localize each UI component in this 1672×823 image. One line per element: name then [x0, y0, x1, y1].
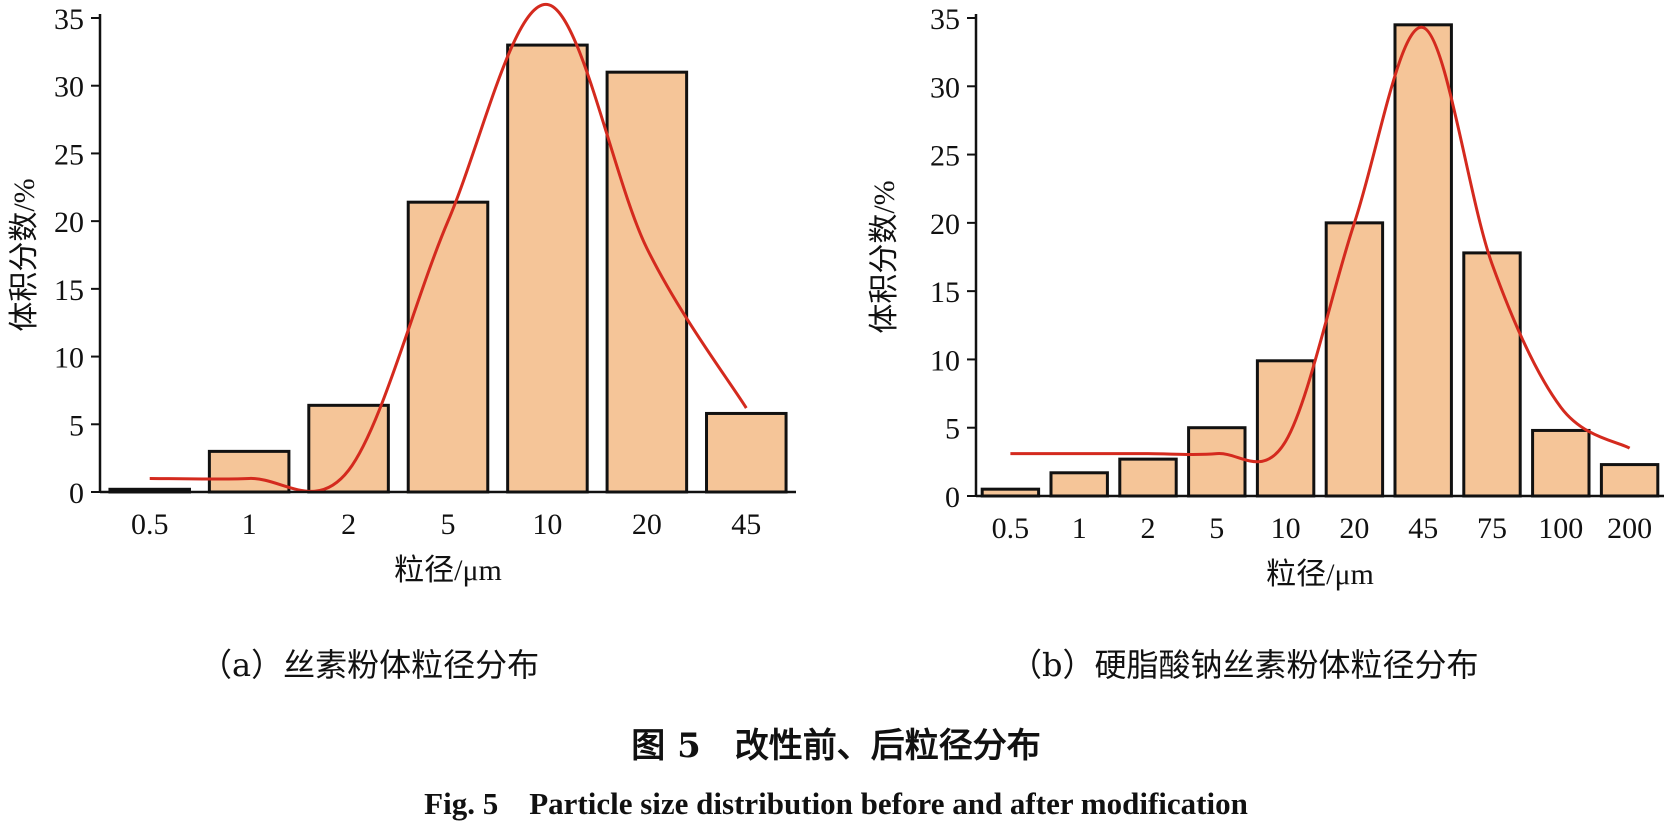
chart-a-y-tick-label-5: 5: [69, 409, 84, 442]
chart-b-bar-20: [1324, 221, 1385, 498]
chart-a-bar-5: [406, 200, 490, 494]
chart-b-y-tick-label-20: 20: [930, 208, 960, 241]
chart-a-bar-20: [605, 70, 689, 494]
chart-a-x-tick-label-2: 2: [341, 508, 356, 541]
chart-b-fit-curve: [1010, 26, 1631, 464]
chart-a-x-tick-label-10: 10: [532, 508, 562, 541]
chart-a-bar-10: [506, 43, 589, 494]
chart-a-y-tick-label-30: 30: [54, 71, 84, 104]
chart-a-y-axis-label: 体积分数/%: [8, 178, 41, 331]
chart-b-y-tick-label-0: 0: [945, 481, 960, 514]
chart-b-x-tick-label-2: 2: [1141, 512, 1156, 545]
chart-b-x-tick-label-0.5: 0.5: [992, 512, 1030, 545]
chart-a-y-tick-label-15: 15: [54, 274, 84, 307]
chart-b-bar-200: [1599, 463, 1660, 498]
chart-a-x-tick-label-5: 5: [441, 508, 456, 541]
chart-a: 0 5 10 15 20 25 30 35 0.5 1 2 5 10 20 45 粒径/μm 体积分数/%: [0, 0, 820, 600]
chart-b-bar-100: [1531, 428, 1591, 498]
figure-title-chinese: 图 5 改性前、后粒径分布: [631, 726, 1041, 766]
chart-b-x-tick-label-5: 5: [1209, 512, 1224, 545]
chart-b-y-tick-label-25: 25: [930, 140, 960, 173]
chart-a-bar-1: [207, 449, 291, 494]
chart-a-caption: （a）丝素粉体粒径分布: [200, 646, 540, 684]
chart-b: 0 5 10 15 20 25 30 35 0.5 1 2 5 10 20 45 75 100 200 粒径/μm 体…: [860, 0, 1672, 600]
chart-a-x-tick-label-0.5: 0.5: [131, 508, 169, 541]
chart-a-y-tick-label-20: 20: [54, 206, 84, 239]
chart-b-y-tick-label-15: 15: [930, 276, 960, 309]
chart-b-x-tick-label-200: 200: [1607, 512, 1652, 545]
chart-a-bar-45: [705, 411, 788, 494]
chart-a-y-tick-label-35: 35: [54, 3, 84, 36]
chart-a-y-tick-label-25: 25: [54, 138, 84, 171]
chart-b-bar-2: [1118, 457, 1178, 498]
chart-a-x-tick-label-20: 20: [632, 508, 662, 541]
chart-a-fit-curve: [149, 2, 748, 493]
chart-b-bar-75: [1462, 251, 1522, 498]
chart-b-x-tick-label-10: 10: [1271, 512, 1301, 545]
chart-a-x-axis-label: 粒径/μm: [394, 554, 502, 587]
figure-title-english: Fig. 5 Particle size distribution before…: [424, 786, 1248, 821]
chart-a-y-tick-label-0: 0: [69, 477, 84, 510]
chart-b-y-tick-label-30: 30: [930, 71, 960, 104]
chart-b-y-tick-label-5: 5: [945, 413, 960, 446]
chart-b-y-tick-label-10: 10: [930, 344, 960, 377]
chart-b-x-axis-label: 粒径/μm: [1266, 558, 1374, 591]
chart-b-bar-45: [1393, 23, 1453, 498]
chart-b-bar-1: [1049, 471, 1109, 498]
chart-b-y-tick-label-35: 35: [930, 3, 960, 36]
chart-b-x-tick-label-20: 20: [1339, 512, 1369, 545]
chart-b-x-tick-label-100: 100: [1538, 512, 1583, 545]
chart-a-x-tick-label-1: 1: [242, 508, 257, 541]
chart-b-bar-5: [1187, 426, 1247, 498]
chart-a-y-tick-label-10: 10: [54, 342, 84, 375]
chart-b-caption: （b）硬脂酸钠丝素粉体粒径分布: [1010, 646, 1479, 684]
chart-b-x-tick-label-45: 45: [1408, 512, 1438, 545]
chart-b-x-tick-label-1: 1: [1072, 512, 1087, 545]
chart-b-x-tick-label-75: 75: [1477, 512, 1507, 545]
chart-b-y-axis-label: 体积分数/%: [868, 180, 901, 333]
chart-b-bar-10: [1255, 359, 1316, 498]
chart-a-x-tick-label-45: 45: [731, 508, 761, 541]
